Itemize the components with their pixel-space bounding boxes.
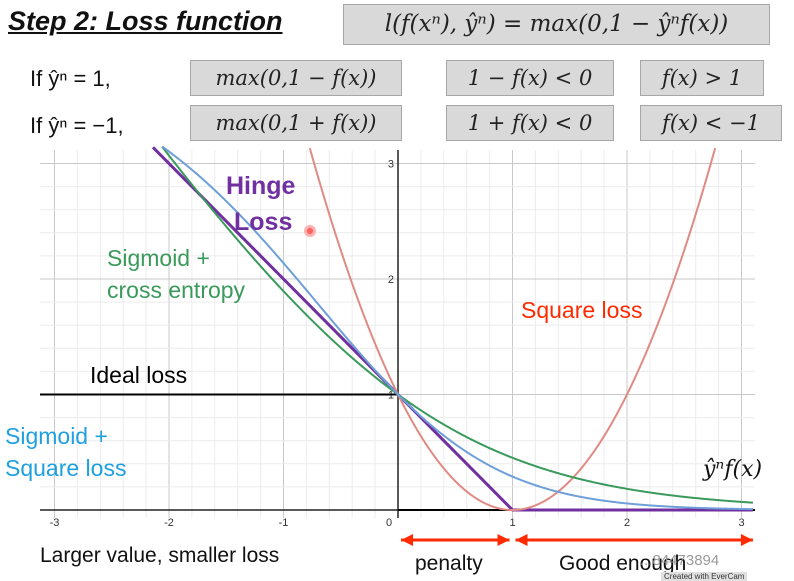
chart-axes: [40, 150, 755, 518]
x-tick-label: 3: [738, 517, 744, 529]
case-positive-result: f(x) > 1: [640, 60, 764, 96]
good-enough-label: Good enough: [559, 552, 687, 575]
hinge-loss-label: Hinge Loss: [226, 168, 295, 240]
penalty-label: penalty: [415, 552, 483, 575]
hinge-losscurve: [151, 146, 754, 512]
sigmoid-sq-line1: Sigmoid +: [5, 423, 108, 449]
sigmoid-sq-line2: Square loss: [5, 455, 127, 481]
loss-definition: l(f(xⁿ), ŷⁿ) = max(0,1 − ŷⁿf(x)): [343, 4, 770, 45]
y-tick-label: 3: [388, 159, 394, 171]
chart-curves: [40, 145, 755, 512]
hinge-label-line1: Hinge: [226, 172, 296, 200]
ideal-loss-label: Ideal loss: [90, 362, 188, 388]
sigmoid-cross-entropycurve: [161, 146, 754, 504]
case-positive-inequality: 1 − f(x) < 0: [446, 60, 614, 96]
bottom-note: Larger value, smaller loss: [40, 544, 280, 567]
good-enough-arrow-left-head: [515, 534, 528, 546]
cursor-dot-icon: [304, 225, 316, 237]
case-negative-inequality: 1 + f(x) < 0: [446, 105, 614, 141]
penalty-arrow-right-head: [497, 534, 510, 546]
x-tick-label: -1: [279, 517, 289, 529]
y-tick-label: 2: [388, 274, 394, 286]
x-tick-label: 1: [509, 517, 515, 529]
sigmoid-ce-line2: cross entropy: [107, 277, 246, 303]
x-tick-label: -3: [50, 517, 60, 529]
evercam-badge: Created with EverCam: [661, 572, 748, 581]
watermark-text: ...84473894: [640, 552, 720, 569]
sigmoid-cross-entropy-label: Sigmoid + cross entropy: [107, 242, 245, 306]
square-loss-label: Square loss: [521, 297, 643, 323]
case-negative-result: f(x) < −1: [640, 105, 782, 141]
x-tick-label: 0: [386, 517, 392, 529]
square-losscurve: [308, 147, 717, 511]
sigmoid-square-loss-label: Sigmoid + Square loss: [5, 420, 126, 484]
case-negative-condition: If ŷⁿ = −1,: [30, 113, 124, 138]
x-axis-label: ŷⁿf(x): [703, 457, 763, 482]
chart-arrows: [401, 534, 753, 546]
penalty-arrow-left-head: [401, 534, 413, 546]
sigmoid-square-losscurve: [161, 145, 753, 511]
x-tick-label: -2: [164, 517, 174, 529]
case-positive-max: max(0,1 − f(x)): [190, 60, 402, 96]
case-negative-max: max(0,1 + f(x)): [190, 105, 402, 141]
good-enough-arrow-right-head: [740, 534, 753, 546]
x-tick-label: 2: [624, 517, 630, 529]
hinge-label-line2: Loss: [234, 208, 293, 236]
page-title: Step 2: Loss function: [8, 6, 283, 36]
case-positive-condition: If ŷⁿ = 1,: [30, 66, 111, 91]
sigmoid-ce-line1: Sigmoid +: [107, 245, 210, 271]
